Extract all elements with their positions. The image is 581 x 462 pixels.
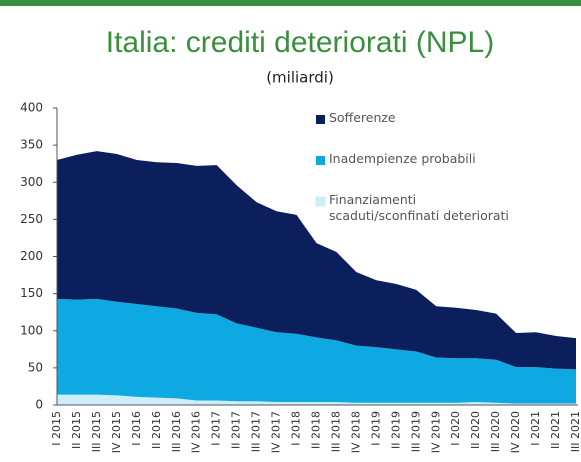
y-tick-label: 250 <box>20 212 43 226</box>
y-tick-label: 300 <box>20 175 43 189</box>
y-tick-label: 50 <box>28 360 43 374</box>
x-tick-label: II 2020 <box>469 411 482 449</box>
x-tick-label: II 2018 <box>310 411 323 449</box>
x-tick-label: III 2017 <box>250 411 263 452</box>
legend-item: Finanziamenti scaduti/sconfinati deterio… <box>315 192 526 224</box>
x-tick-label: III 2015 <box>90 411 103 452</box>
x-tick-label: II 2021 <box>549 411 562 449</box>
x-tick-label: I 2016 <box>130 411 143 446</box>
legend-item: Inadempienze probabili <box>316 151 526 167</box>
y-tick-label: 400 <box>20 101 43 115</box>
x-tick-label: IV 2018 <box>349 411 362 453</box>
legend-label: Inadempienze probabili <box>329 151 476 166</box>
legend-swatch <box>316 115 325 124</box>
y-tick-label: 200 <box>20 249 43 263</box>
x-tick-label: III 2021 <box>569 411 581 452</box>
x-tick-label: IV 2020 <box>509 411 522 453</box>
x-tick-label: IV 2015 <box>110 411 123 453</box>
x-tick-label: II 2017 <box>230 411 243 449</box>
legend-swatch <box>315 196 326 207</box>
chart-title: Italia: crediti deteriorati (NPL) <box>106 26 494 59</box>
legend-swatch <box>316 156 325 165</box>
x-tick-label: II 2015 <box>70 411 83 449</box>
area <box>57 298 576 404</box>
legend-label: Sofferenze <box>329 110 396 125</box>
y-tick-label: 150 <box>20 286 43 300</box>
x-tick-label: III 2020 <box>489 411 502 452</box>
x-tick-label: I 2015 <box>50 411 63 446</box>
x-tick-label: I 2021 <box>529 411 542 446</box>
area <box>57 394 576 405</box>
x-tick-label: IV 2017 <box>270 411 283 453</box>
chart-subtitle: (miliardi) <box>266 69 334 87</box>
x-tick-label: I 2020 <box>449 411 462 446</box>
x-tick-label: I 2018 <box>290 411 303 446</box>
legend-label: Finanziamenti scaduti/sconfinati deterio… <box>329 192 509 223</box>
x-tick-label: I 2019 <box>369 411 382 446</box>
y-tick-label: 100 <box>20 323 43 337</box>
y-tick-label: 0 <box>35 398 43 412</box>
y-tick-label: 350 <box>20 138 43 152</box>
x-tick-label: IV 2016 <box>190 411 203 453</box>
x-tick-label: I 2017 <box>210 411 223 446</box>
x-tick-label: III 2019 <box>409 411 422 452</box>
area <box>57 151 576 370</box>
x-tick-label: IV 2019 <box>429 411 442 453</box>
top-bar <box>0 0 581 6</box>
x-tick-label: II 2016 <box>150 411 163 449</box>
legend-item: Sofferenze <box>316 110 526 126</box>
x-tick-label: II 2019 <box>389 411 402 449</box>
x-tick-label: III 2018 <box>329 411 342 452</box>
x-tick-label: III 2016 <box>170 411 183 452</box>
legend: Sofferenze Inadempienze probabili Finanzia… <box>315 110 526 249</box>
